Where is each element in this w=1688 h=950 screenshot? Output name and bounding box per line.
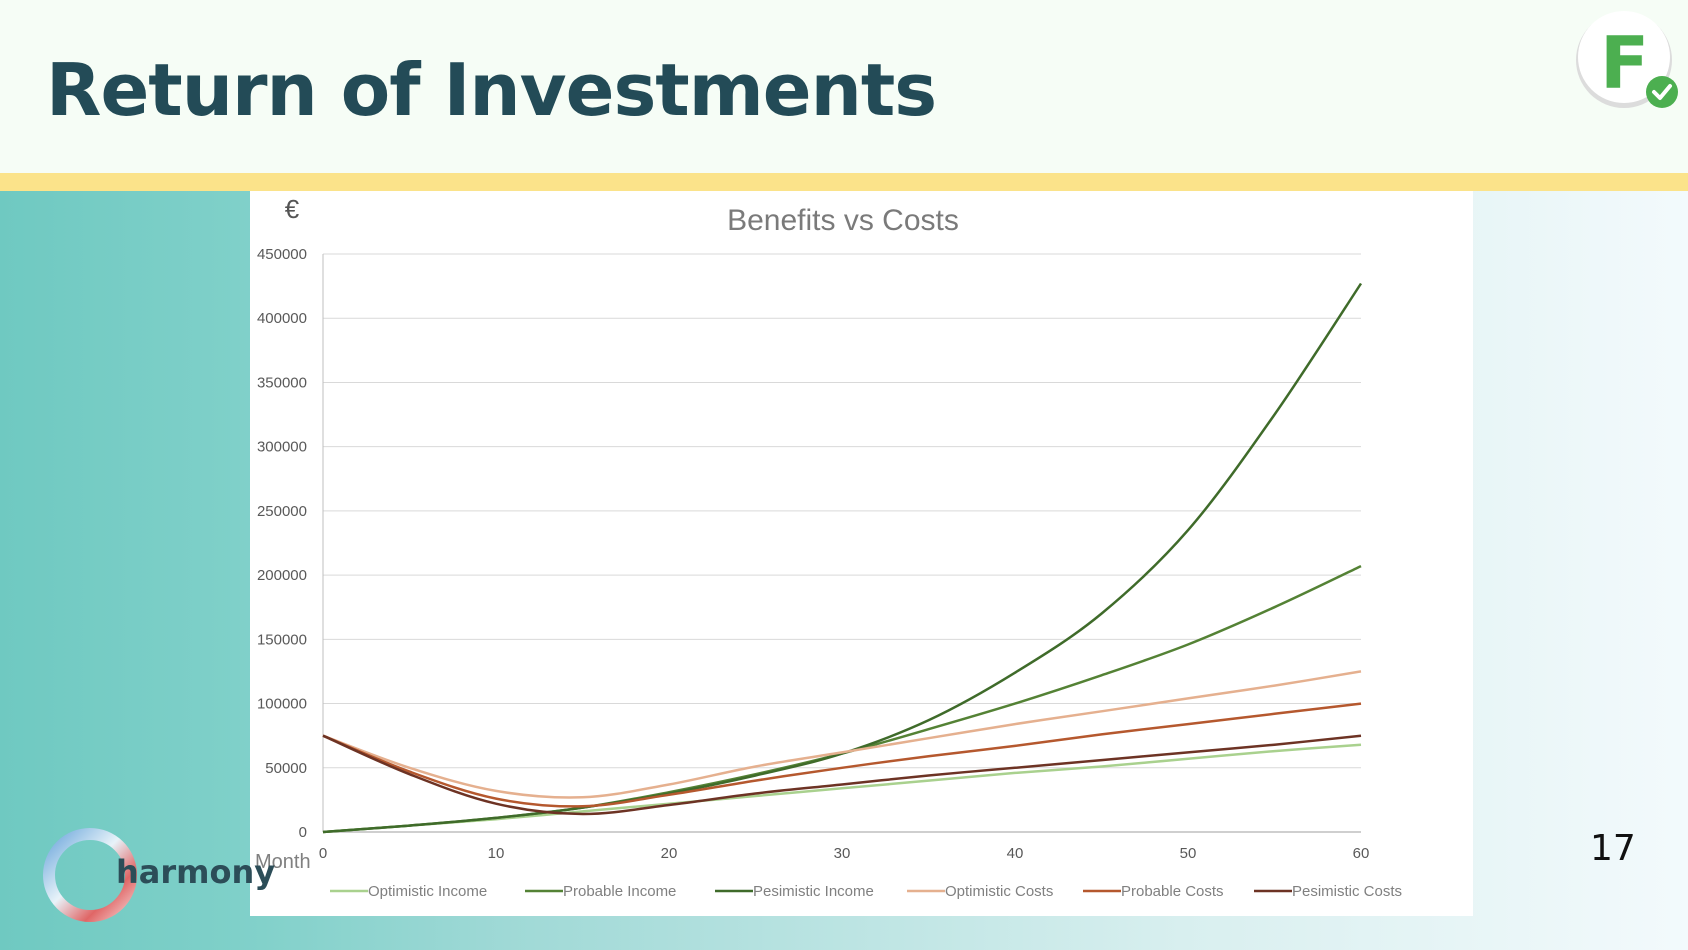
- slide-header: Return of Investments F: [0, 0, 1688, 173]
- series-line: [322, 734, 1362, 816]
- x-axis-label: Month: [255, 851, 311, 873]
- slide-title: Return of Investments: [46, 48, 937, 132]
- series-line: [322, 670, 1362, 799]
- x-tick-label: 10: [488, 845, 505, 862]
- y-tick-label: 50000: [265, 760, 307, 777]
- harmony-logo: harmony: [40, 825, 275, 925]
- y-axis-label: €: [285, 194, 300, 224]
- series-line: [322, 702, 1362, 808]
- x-tick-label: 30: [834, 845, 851, 862]
- f-check-badge-icon: F: [1576, 11, 1678, 108]
- check-circle-icon: [1646, 76, 1678, 108]
- badge-letter: F: [1600, 21, 1649, 105]
- chart-canvas: Benefits vs Costs € Month 0 50000 100000 15000…: [255, 194, 1402, 900]
- legend-label: Pesimistic Income: [753, 883, 874, 900]
- y-tick-label: 200000: [257, 567, 307, 584]
- y-tick-label: 400000: [257, 310, 307, 327]
- series-line: [322, 743, 1362, 834]
- logo-text: harmony: [116, 853, 276, 891]
- x-tick-label: 50: [1180, 845, 1197, 862]
- series-line: [322, 564, 1362, 834]
- legend-label: Probable Costs: [1121, 883, 1224, 900]
- header-band: [0, 173, 1688, 191]
- y-tick-label: 250000: [257, 503, 307, 520]
- y-tick-label: 300000: [257, 439, 307, 456]
- y-tick-label: 0: [299, 824, 307, 841]
- y-tick-label: 350000: [257, 374, 307, 391]
- page-number: 17: [1590, 828, 1636, 869]
- legend-label: Pesimistic Costs: [1292, 883, 1402, 900]
- x-tick-label: 0: [319, 845, 327, 862]
- legend-label: Optimistic Costs: [945, 883, 1053, 900]
- chart-panel: Benefits vs Costs € Month 0 50000 100000 15000…: [250, 191, 1473, 916]
- series-line: [322, 282, 1363, 834]
- x-tick-label: 60: [1353, 845, 1370, 862]
- legend-label: Optimistic Income: [368, 883, 487, 900]
- x-tick-label: 40: [1007, 845, 1024, 862]
- legend-label: Probable Income: [563, 883, 676, 900]
- y-tick-label: 450000: [257, 246, 307, 263]
- ring-logo-icon: [43, 828, 137, 922]
- x-tick-label: 20: [661, 845, 678, 862]
- y-tick-label: 150000: [257, 631, 307, 648]
- chart-title: Benefits vs Costs: [727, 204, 959, 237]
- y-tick-label: 100000: [257, 696, 307, 713]
